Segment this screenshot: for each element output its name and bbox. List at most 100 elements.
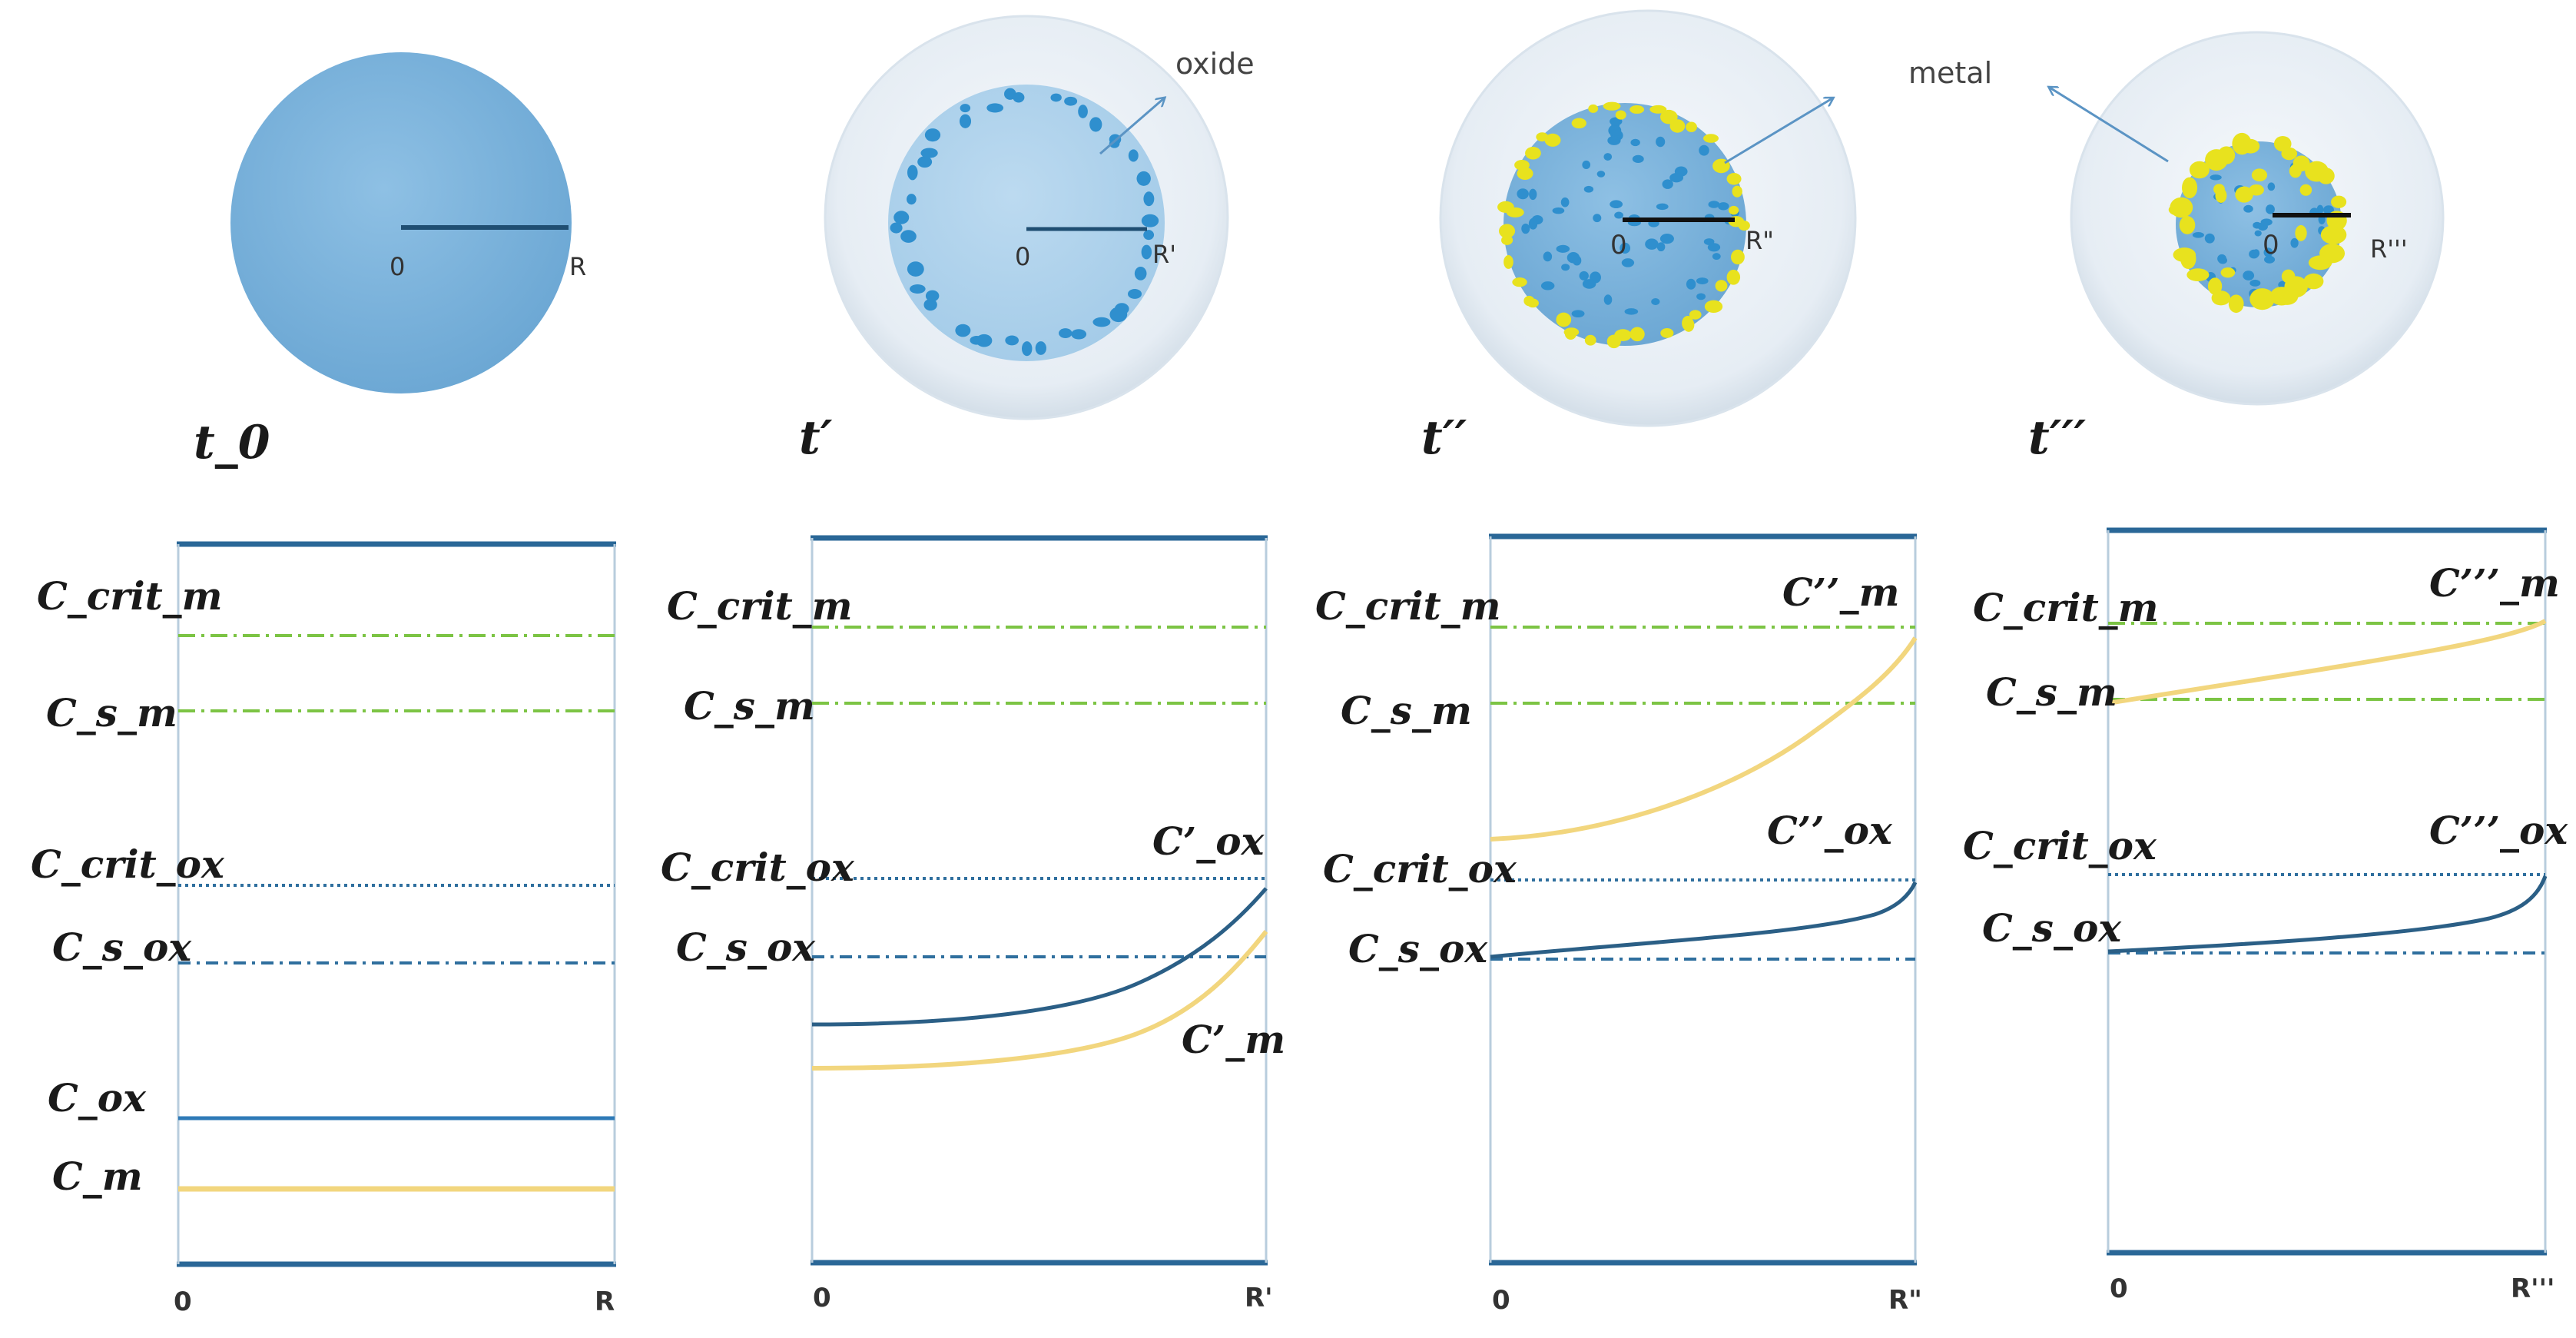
oxide-dot — [1696, 293, 1706, 300]
oxide-dot — [1089, 117, 1102, 132]
metal-dot — [1689, 310, 1702, 320]
metal-dot — [2207, 277, 2223, 295]
oxide-dot — [1141, 244, 1152, 260]
oxide-dot — [2263, 247, 2273, 257]
oxide-dot — [1521, 223, 1530, 234]
oxide-dot — [1572, 255, 1582, 266]
metal-dot — [1527, 298, 1539, 308]
metal-dot — [2241, 138, 2260, 154]
curve-label-c-m: C’_m — [1182, 1017, 1285, 1062]
time-label: t′ — [799, 411, 833, 465]
curve-c-ox — [2107, 875, 2548, 954]
oxide-dot — [1686, 278, 1696, 290]
oxide-dot — [960, 104, 971, 113]
oxide-dot — [2254, 230, 2262, 237]
metal-dot — [1514, 159, 1530, 171]
oxide-dot — [1141, 214, 1159, 227]
oxide-dot — [1603, 153, 1613, 161]
curve-label-c-ox: C’_ox — [1152, 818, 1265, 864]
oxide-arrow — [1099, 98, 1164, 155]
metal-arrow-left — [1724, 98, 1832, 164]
oxide-dot — [925, 290, 940, 302]
oxide-dot — [2266, 204, 2275, 214]
metal-dot — [2281, 147, 2298, 161]
metal-dot — [2249, 288, 2275, 310]
level-label-c-crit-m: C_crit_m — [667, 583, 853, 629]
metal-dot — [2170, 197, 2193, 218]
oxide-dot — [986, 103, 1004, 113]
oxide-dot — [955, 324, 971, 337]
center-label: 0 — [1015, 242, 1030, 271]
metal-dot — [2281, 269, 2296, 284]
metal-arrow-right — [2050, 88, 2169, 163]
oxide-dot — [1614, 211, 1623, 219]
oxide-dot — [1656, 242, 1666, 252]
metal-dot — [1686, 121, 1697, 132]
metal-dot — [1556, 312, 1572, 327]
oxide-dot — [2192, 231, 2204, 238]
metal-dot — [1584, 334, 1596, 346]
oxide-dot — [1013, 91, 1025, 103]
oxide-dot — [917, 156, 933, 168]
particle-core — [1503, 103, 1746, 346]
particle-core — [230, 52, 572, 393]
oxide-dot — [2210, 174, 2222, 181]
oxide-dot — [1582, 160, 1591, 170]
metal-dot — [1525, 146, 1541, 160]
oxide-dot — [2243, 204, 2253, 213]
oxide-dot — [2267, 182, 2276, 191]
oxide-dot — [1540, 281, 1555, 291]
oxide-dot — [1669, 173, 1684, 183]
metal-annotation: metal — [1908, 56, 1992, 90]
metal-dot — [2182, 177, 2198, 199]
metal-dot — [2295, 224, 2307, 241]
metal-dot — [1660, 328, 1674, 338]
center-label: 0 — [1610, 230, 1627, 261]
oxide-dot — [1078, 105, 1088, 118]
oxide-dot — [907, 261, 924, 277]
oxide-dot — [1712, 253, 1721, 261]
metal-dot — [1497, 201, 1514, 214]
oxide-dot — [1707, 243, 1721, 252]
oxide-dot — [2260, 218, 2273, 226]
metal-dot — [2320, 225, 2347, 244]
panel-1: 0 R' C_crit_m C_s_m C_crit_ox C_s_ox C’_… — [661, 535, 1285, 1313]
oxide-dot — [1143, 230, 1155, 241]
oxide-dot — [1035, 341, 1046, 355]
oxide-dot — [1656, 136, 1666, 148]
oxide-dot — [1109, 139, 1120, 148]
oxide-dot — [1560, 197, 1570, 208]
oxide-particles — [1517, 117, 1739, 317]
metal-dot — [2217, 146, 2236, 164]
time-label: t′′ — [1421, 411, 1467, 465]
level-label-c-s-ox: C_s_ox — [676, 925, 816, 970]
metal-dot — [1512, 277, 1527, 287]
oxide-dot — [907, 194, 917, 205]
oxide-dot — [900, 230, 917, 243]
oxide-dot — [1583, 185, 1594, 193]
oxide-dot — [1059, 328, 1073, 338]
oxide-dot — [1109, 307, 1128, 323]
axis-end-label: R' — [1245, 1283, 1273, 1313]
metal-dot — [1715, 280, 1728, 292]
oxide-dot — [1556, 244, 1570, 253]
metal-dot — [2289, 164, 2302, 178]
level-label-c-crit-ox: C_crit_ox — [1323, 846, 1517, 891]
level-label-c-crit-ox: C_crit_ox — [1963, 823, 2157, 868]
level-label-c-crit-ox: C_crit_ox — [661, 845, 855, 890]
curve-label-c-m: C’’_m — [1782, 569, 1900, 615]
metal-dot — [1629, 105, 1645, 114]
metal-dot — [2251, 168, 2268, 182]
oxide-dot — [1699, 144, 1709, 156]
axis-start-label: 0 — [174, 1287, 192, 1317]
oxide-dot — [1610, 200, 1623, 208]
metal-dot — [1499, 224, 1516, 238]
oxide-dot — [1717, 202, 1729, 211]
axis-start-label: 0 — [1492, 1285, 1510, 1316]
oxide-dot — [1005, 335, 1019, 346]
oxide-dot — [1022, 341, 1033, 357]
oxide-dot — [1656, 203, 1669, 211]
metal-dot — [1726, 269, 1741, 285]
metal-dot — [2186, 268, 2210, 282]
metal-dot — [1588, 104, 1599, 113]
